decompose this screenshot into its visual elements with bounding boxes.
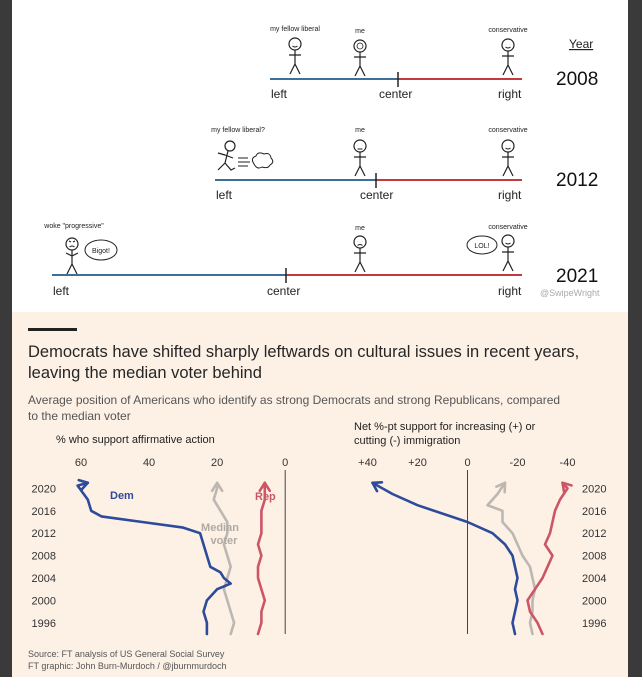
ft-title: Democrats have shifted sharply leftwards… <box>28 343 580 382</box>
bigot-bubble-text: Bigot! <box>92 248 110 255</box>
ft-source: Source: FT analysis of US General Social… <box>28 649 225 659</box>
imm-y-tick-label: 2016 <box>582 506 606 518</box>
imm-series-dem-line <box>371 481 519 636</box>
row-2012-label-me: me <box>355 127 365 134</box>
aa-y-tick-label: 2004 <box>32 573 56 585</box>
stick-figure-me-icon <box>353 235 367 273</box>
affirmative-action-chart: 60 40 20 0 2020 2016 2012 2008 2004 2000 1996 +40 +2… <box>32 457 606 636</box>
row-2021-label-conservative: conservative <box>488 224 527 231</box>
stick-figure-conservative-icon <box>501 139 515 177</box>
stick-figure-liberal-icon <box>288 37 302 75</box>
aa-y-tick-label: 2020 <box>32 483 56 495</box>
imm-x-tick-label: +20 <box>408 457 427 469</box>
angry-figure-icon <box>65 237 79 275</box>
bigot-speech-bubble: Bigot! <box>84 239 118 261</box>
imm-series-rep-line <box>526 481 569 636</box>
lol-speech-bubble: LOL! <box>466 235 498 255</box>
row-2021-label-woke: woke "progressive" <box>43 223 104 230</box>
stick-figure-me-icon <box>353 39 367 77</box>
row-2021-center: center <box>267 284 300 298</box>
row-2012-label-liberal: my fellow liberal? <box>211 127 265 134</box>
aa-series-dem-line <box>76 481 232 636</box>
row-2012-year: 2012 <box>556 170 598 191</box>
imm-y-tick-label: 2008 <box>582 551 606 563</box>
ft-credit: FT graphic: John Burn-Murdoch / @jburnmu… <box>28 661 227 671</box>
row-2008-center: center <box>379 87 412 101</box>
aa-series-label-median: Median <box>201 522 239 534</box>
stick-figure-me-icon <box>353 139 367 177</box>
imm-y-tick-label: 2000 <box>582 595 606 607</box>
imm-x-tick-label: -20 <box>510 457 526 469</box>
aa-series-median-voter-line <box>212 481 236 636</box>
row-2012-label-conservative: conservative <box>488 127 527 134</box>
imm-x-tick-label: 0 <box>464 457 470 469</box>
row-2008-year: 2008 <box>556 69 598 90</box>
row-2008-label-me: me <box>355 28 365 35</box>
aa-series-median-voter-arrowhead <box>210 481 224 493</box>
lol-bubble-text: LOL! <box>474 243 489 250</box>
aa-series-rep-arrowhead <box>258 481 272 493</box>
imm-y-tick-label: 1996 <box>582 618 606 630</box>
row-2012-center: center <box>360 188 393 202</box>
aa-x-tick-label: 40 <box>143 457 155 469</box>
imm-x-tick-label: +40 <box>358 457 377 469</box>
row-2008-left: left <box>271 87 288 101</box>
political-spectrum-meme: Year left center right 2008 my fellow li… <box>43 26 600 298</box>
row-2021-left: left <box>53 284 70 298</box>
aa-y-tick-label: 2000 <box>32 595 56 607</box>
imm-x-tick-label: -40 <box>560 457 576 469</box>
imm-y-tick-label: 2012 <box>582 528 606 540</box>
aa-y-tick-label: 2008 <box>32 551 56 563</box>
imm-series-rep-arrowhead <box>561 481 573 494</box>
running-figure-icon <box>217 140 274 171</box>
imm-series-dem-arrowhead <box>371 481 384 493</box>
aa-series-rep-line <box>256 481 267 636</box>
year-header: Year <box>569 37 593 51</box>
aa-series-dem-arrowhead <box>77 478 90 492</box>
imm-series-median-voter-line <box>486 481 537 636</box>
imm-series-median-voter-arrowhead <box>495 481 507 494</box>
row-2012-left: left <box>216 188 233 202</box>
aa-y-tick-label: 2016 <box>32 506 56 518</box>
chart1-title: % who support affirmative action <box>56 434 215 446</box>
row-2021: left center right 2021 woke "progressive… <box>43 223 600 298</box>
row-2008-right: right <box>498 87 522 101</box>
imm-y-tick-label: 2020 <box>582 483 606 495</box>
ft-chart-panel: Democrats have shifted sharply leftwards… <box>12 312 628 677</box>
row-2012-right: right <box>498 188 522 202</box>
row-2012: left center right 2012 my fellow liberal… <box>211 127 598 202</box>
aa-series-label-voter: voter <box>211 535 239 547</box>
stick-figure-conservative-icon <box>501 234 515 272</box>
stick-figure-conservative-icon <box>501 38 515 76</box>
aa-x-tick-label: 20 <box>211 457 223 469</box>
row-2008: left center right 2008 my fellow liberal… <box>270 26 598 101</box>
chart2-title: Net %-pt support for increasing (+) or c… <box>354 421 536 447</box>
aa-x-tick-label: 60 <box>75 457 87 469</box>
aa-y-tick-label: 1996 <box>32 618 56 630</box>
ft-subtitle: Average position of Americans who identi… <box>28 393 561 423</box>
imm-y-tick-label: 2004 <box>582 573 606 585</box>
row-2021-year: 2021 <box>556 266 598 287</box>
screenshot-frame: Year left center right 2008 my fellow li… <box>12 0 628 677</box>
aa-y-tick-label: 2012 <box>32 528 56 540</box>
aa-x-tick-label: 0 <box>282 457 288 469</box>
ft-accent-bar <box>28 328 77 331</box>
aa-series-label-rep: Rep <box>255 491 276 503</box>
row-2021-right: right <box>498 284 522 298</box>
row-2008-label-liberal: my fellow liberal <box>270 26 320 33</box>
row-2008-label-conservative: conservative <box>488 27 527 34</box>
watermark-handle: @SwipeWright <box>540 288 600 298</box>
aa-series-label-dem: Dem <box>110 490 134 502</box>
row-2021-label-me: me <box>355 225 365 232</box>
